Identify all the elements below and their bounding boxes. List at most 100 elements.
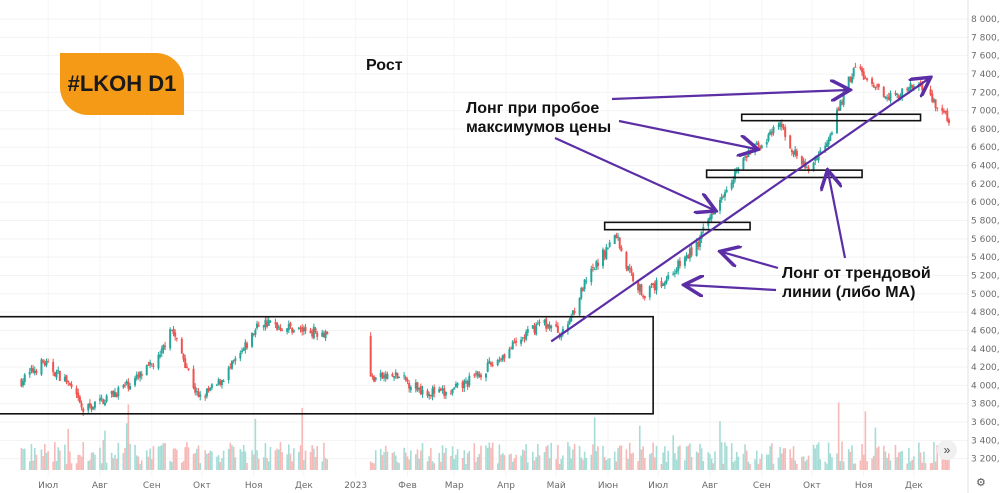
x-tick-label: Июн — [598, 481, 618, 491]
candle — [115, 392, 118, 398]
volume-bar — [20, 447, 23, 470]
candle — [324, 329, 327, 342]
y-tick-label: 4 400,0 — [971, 345, 1000, 355]
candle — [531, 325, 534, 330]
candle — [68, 382, 71, 386]
candle — [232, 359, 235, 364]
candle — [301, 324, 304, 336]
candle — [406, 377, 409, 385]
candle — [140, 370, 143, 380]
volume-bar — [450, 456, 452, 470]
x-tick-label: Ноя — [855, 481, 873, 491]
volume-bar — [137, 456, 140, 470]
candle — [591, 263, 594, 272]
volume-bar — [508, 454, 511, 470]
volume-bar — [702, 461, 705, 470]
volume-bar — [69, 451, 71, 470]
candle — [242, 347, 245, 351]
candle — [217, 377, 220, 386]
volume-bar — [171, 461, 173, 470]
candle — [35, 368, 38, 376]
volume-bar — [543, 452, 546, 470]
volume-bar — [664, 446, 666, 470]
candle — [419, 383, 422, 396]
volume-bar — [802, 456, 805, 470]
candle — [618, 236, 621, 250]
volume-bar — [533, 460, 536, 470]
volume-bar — [117, 442, 120, 470]
volume-bar — [45, 452, 48, 470]
candle — [463, 378, 466, 393]
candle — [229, 363, 232, 370]
breakout-arrow-2 — [618, 119, 756, 149]
volume-bar — [110, 452, 113, 470]
candle — [302, 325, 305, 336]
candle — [234, 356, 237, 365]
volume-bar — [754, 459, 756, 470]
volume-bar — [607, 458, 609, 470]
volume-bar — [923, 451, 925, 470]
candle — [548, 321, 551, 331]
volume-bar — [192, 453, 195, 470]
volume-bar — [311, 445, 314, 470]
volume-bar — [445, 447, 447, 470]
volume-bar — [665, 462, 668, 470]
volume-bar — [617, 448, 619, 470]
candle — [453, 387, 456, 390]
volume-bar — [521, 449, 524, 470]
candle — [613, 234, 616, 245]
volume-bar — [379, 448, 382, 470]
volume-bar — [196, 448, 198, 470]
candle — [595, 259, 598, 271]
candle — [742, 156, 745, 170]
volume-bar — [595, 450, 598, 470]
candle — [70, 381, 73, 389]
volume-bar — [67, 428, 69, 470]
volume-bar — [159, 445, 161, 470]
volume-bar — [404, 452, 407, 470]
volume-bar — [124, 447, 126, 470]
candle — [486, 358, 489, 373]
candle — [461, 380, 464, 393]
double-chevron-right-icon[interactable]: » — [937, 440, 957, 460]
candle — [267, 316, 270, 326]
gear-icon[interactable]: ⚙ — [976, 477, 986, 489]
volume-bar — [906, 463, 908, 470]
volume-bar — [491, 442, 494, 470]
volume-bar — [406, 456, 409, 470]
candle — [403, 372, 406, 380]
candle — [160, 345, 163, 358]
candle — [555, 320, 558, 328]
volume-bar — [515, 454, 517, 470]
volume-bars — [20, 402, 950, 470]
candle — [52, 358, 55, 376]
volume-bar — [801, 456, 803, 470]
candle — [713, 209, 716, 215]
candle — [520, 336, 523, 347]
volume-bar — [277, 449, 280, 470]
candle — [195, 387, 198, 396]
candle — [137, 371, 140, 380]
volume-bar — [667, 450, 669, 470]
candle — [511, 340, 514, 350]
candle — [777, 122, 780, 130]
volume-bar — [440, 461, 442, 470]
candle — [936, 107, 939, 112]
volume-bar — [304, 450, 307, 470]
volume-bar — [64, 444, 66, 470]
volume-bar — [929, 463, 932, 470]
candle — [688, 246, 691, 262]
candle — [222, 379, 225, 383]
volume-bar — [394, 455, 397, 470]
x-tick-label: Ноя — [245, 481, 263, 491]
candle — [396, 372, 399, 379]
volume-bar — [79, 455, 81, 470]
volume-bar — [279, 442, 282, 470]
volume-bar — [618, 445, 621, 470]
volume-bar — [831, 457, 833, 470]
volume-bar — [87, 461, 90, 470]
volume-bar — [807, 455, 810, 470]
volume-bar — [806, 459, 808, 470]
candle — [590, 265, 593, 286]
